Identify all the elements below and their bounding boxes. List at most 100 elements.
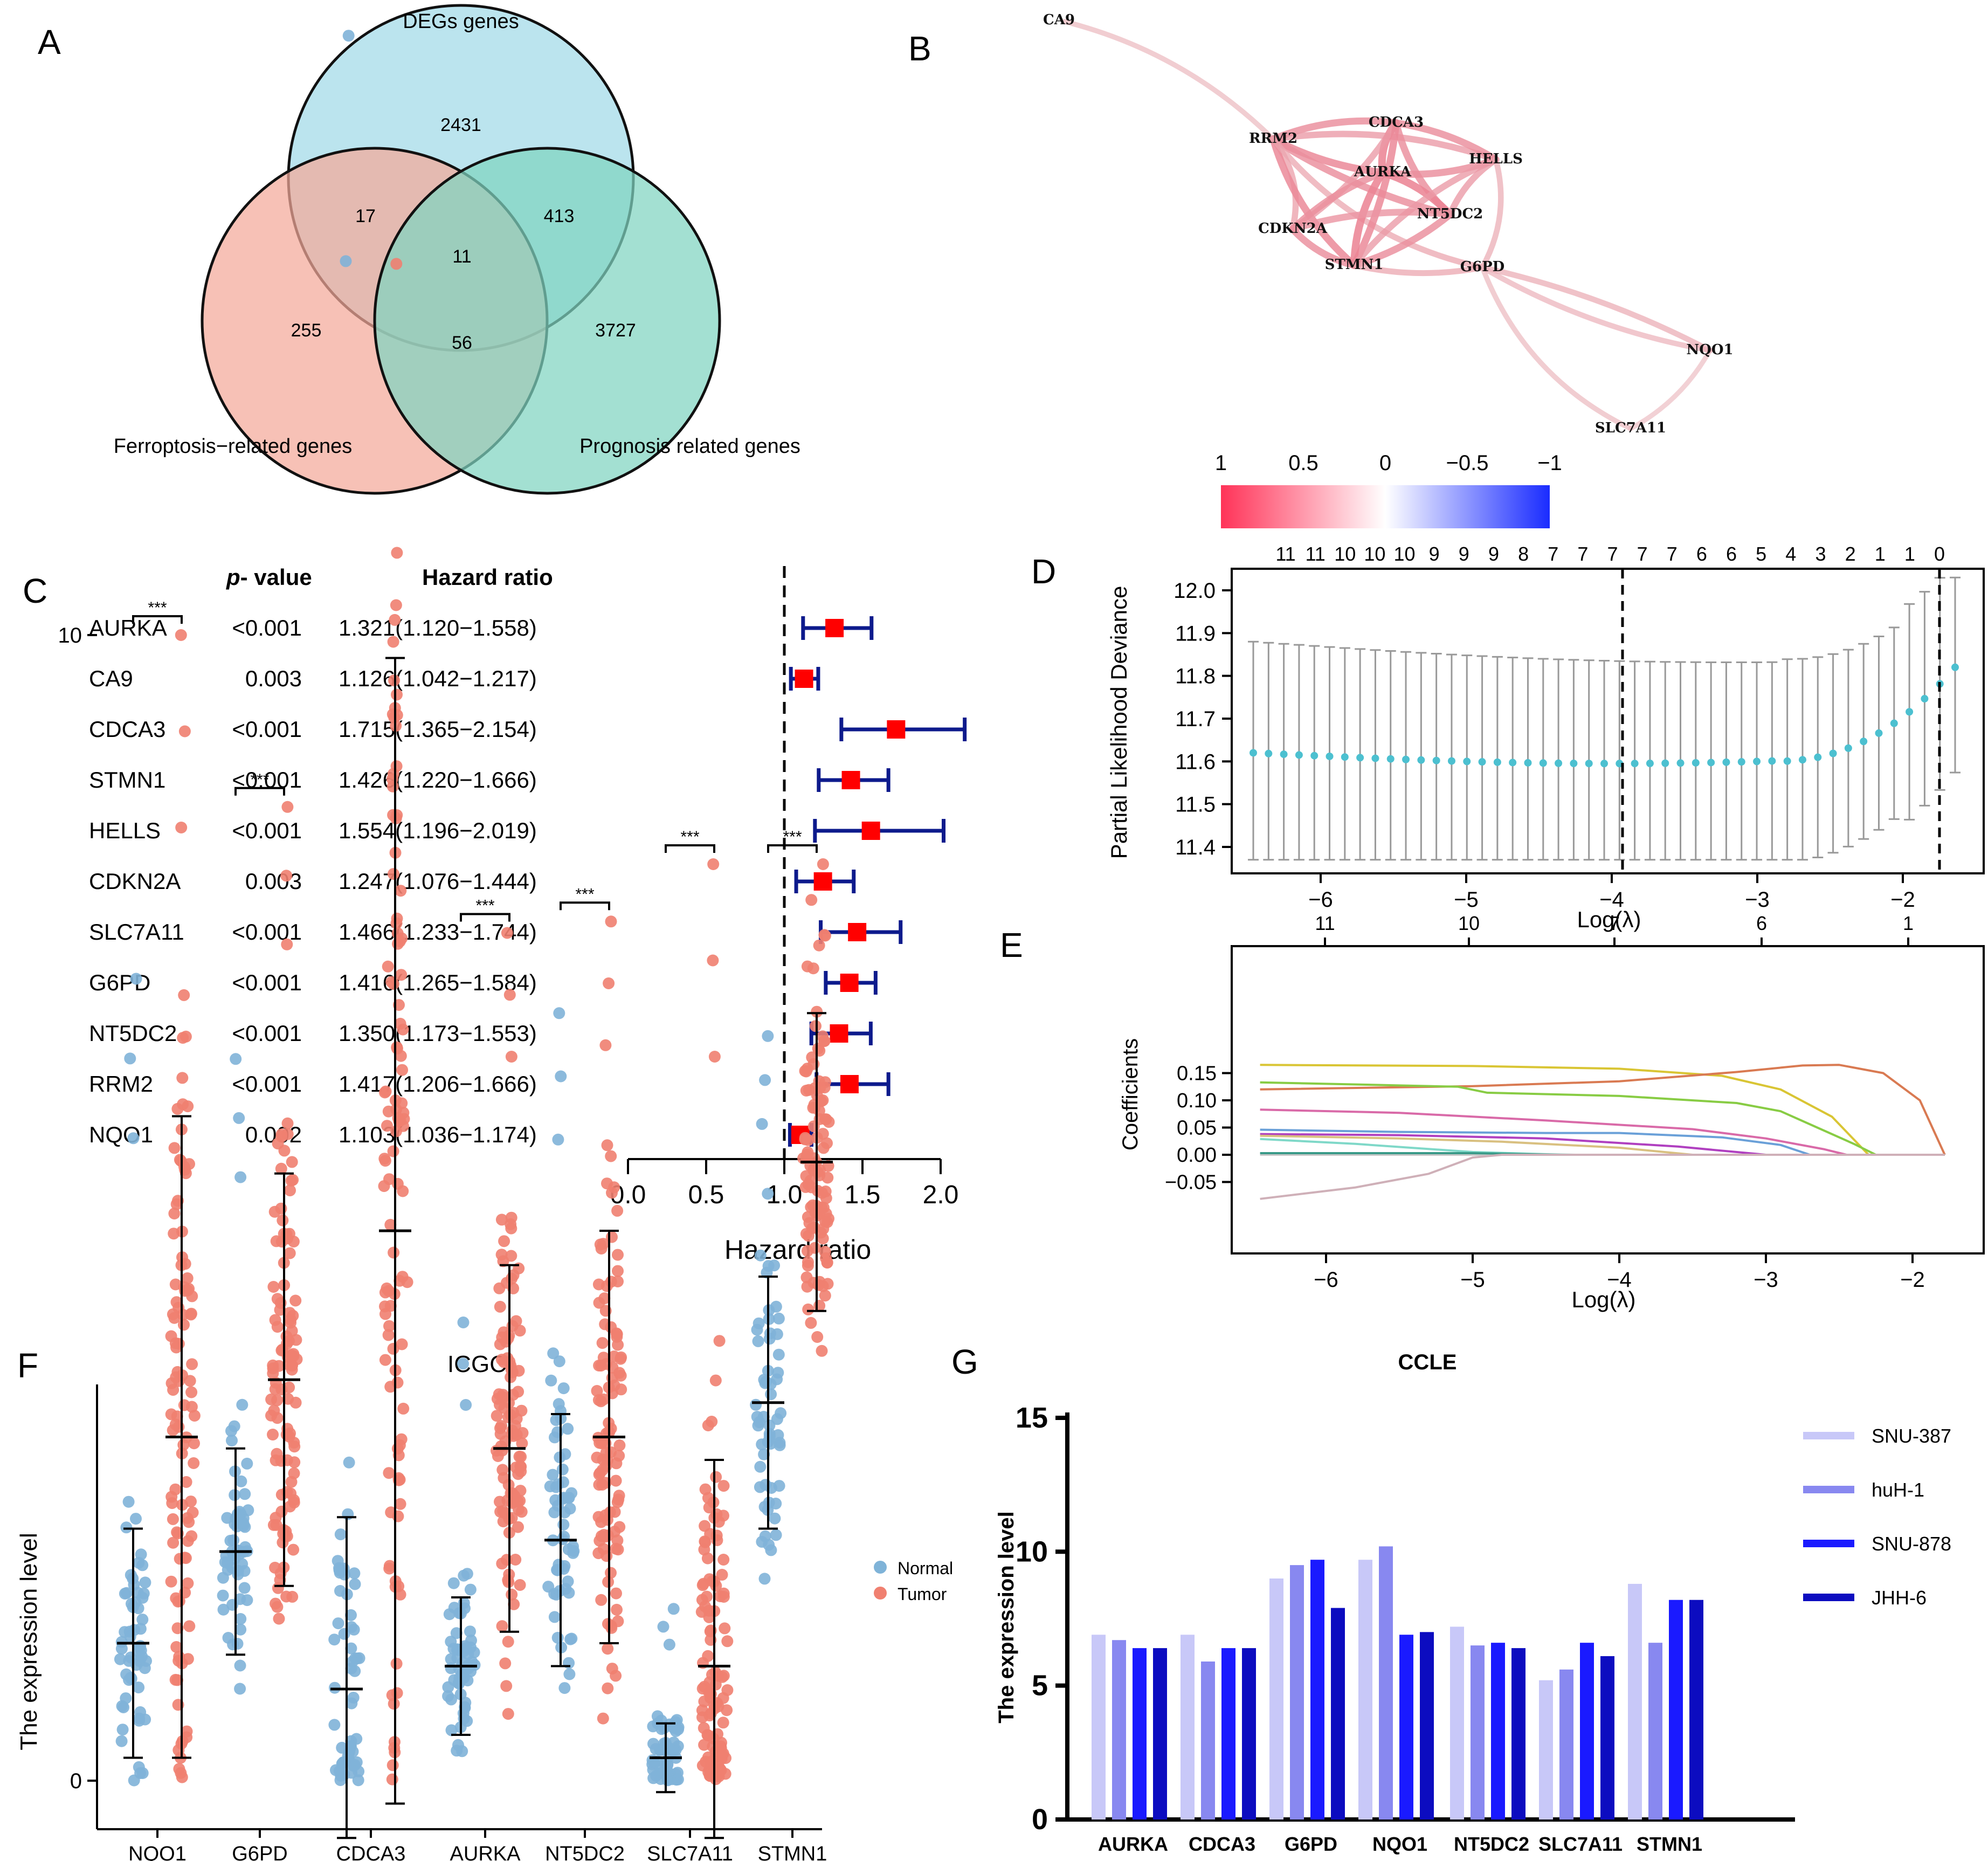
icgc-tumor-point xyxy=(178,725,191,737)
icgc-gene-label-aurka: AURKA xyxy=(450,1843,521,1861)
icgc-tumor-point xyxy=(281,1338,293,1350)
cv-y-tick-label: 12.0 xyxy=(1174,579,1216,603)
icgc-tumor-point xyxy=(390,1658,403,1670)
icgc-tumor-point xyxy=(389,614,401,626)
icgc-tumor-point xyxy=(703,1769,716,1782)
icgc-tumor-point xyxy=(267,1429,279,1440)
cv-point xyxy=(1753,757,1761,766)
forest-gene-aurka: AURKA xyxy=(89,615,167,640)
forest-hr-text: 1.350(1.173−1.553) xyxy=(339,1021,537,1046)
icgc-tumor-point xyxy=(168,1228,180,1240)
icgc-tumor-point xyxy=(707,1740,719,1753)
icgc-tumor-point xyxy=(709,1374,722,1387)
coef-x-tick-label: −5 xyxy=(1460,1268,1485,1292)
coef-x-tick-label: −4 xyxy=(1607,1268,1632,1292)
icgc-tumor-point xyxy=(610,1542,622,1555)
icgc-normal-point xyxy=(350,1756,363,1768)
icgc-tumor-point xyxy=(494,1422,506,1435)
cv-point xyxy=(1906,708,1914,716)
venn-count-ferro-prog: 56 xyxy=(452,333,472,353)
cv-point xyxy=(1463,757,1471,766)
icgc-normal-point xyxy=(563,1668,576,1680)
icgc-tumor-point xyxy=(287,1543,300,1556)
icgc-tumor-point xyxy=(386,1689,398,1701)
ccle-category-aurka: AURKA xyxy=(1098,1833,1168,1855)
icgc-tumor-point xyxy=(605,1446,617,1458)
icgc-normal-point xyxy=(328,1719,341,1731)
legend-normal-swatch xyxy=(874,1561,887,1574)
icgc-tumor-point xyxy=(512,1386,524,1398)
icgc-normal-point xyxy=(657,1621,669,1633)
panel-g-ccle: G CCLE 0 5 10 15 AURKA CDCA3 G6PD NQO1 NT5DC2 SLC… xyxy=(951,1342,1951,1855)
icgc-normal-point xyxy=(447,1577,460,1589)
icgc-normal-point xyxy=(217,1603,230,1616)
icgc-tumor-point xyxy=(498,1472,510,1484)
icgc-tumor-point xyxy=(713,1770,725,1783)
icgc-tumor-point xyxy=(388,868,399,880)
icgc-tumor-point xyxy=(817,1280,829,1292)
ccle-bar-snu-387 xyxy=(1269,1578,1283,1819)
icgc-tumor-point xyxy=(612,1249,624,1261)
icgc-tumor-point xyxy=(280,870,293,882)
network-node-nt5dc2: NT5DC2 xyxy=(1417,206,1483,222)
correlation-legend-ticks: 1 0.5 0 −0.5 −1 xyxy=(1215,451,1562,475)
icgc-normal-point xyxy=(763,1333,776,1345)
coef-y-tick-label: 0.05 xyxy=(1177,1117,1217,1140)
forest-pvalue: 0.003 xyxy=(245,666,302,691)
ccle-y-tick-label: 5 xyxy=(1032,1670,1048,1702)
icgc-tumor-point xyxy=(181,1725,193,1738)
icgc-tumor-point xyxy=(508,1598,520,1610)
cv-point xyxy=(1555,759,1563,767)
icgc-gene-label-cdca3: CDCA3 xyxy=(336,1843,406,1861)
icgc-normal-point xyxy=(230,1053,242,1065)
ccle-bar-snu-878 xyxy=(1310,1560,1324,1819)
forest-hr-text: 1.416(1.265−1.584) xyxy=(339,970,537,995)
icgc-normal-point xyxy=(241,1457,253,1470)
icgc-tumor-point xyxy=(378,1153,391,1165)
icgc-normal-point xyxy=(139,1576,151,1589)
icgc-normal-point xyxy=(115,1643,128,1655)
cv-y-tick-label: 11.7 xyxy=(1175,707,1216,731)
icgc-tumor-point xyxy=(818,1035,830,1047)
icgc-significance-bracket xyxy=(767,844,818,853)
cv-top-count: 1 xyxy=(1875,543,1886,565)
icgc-tumor-point xyxy=(275,1128,288,1141)
cv-point xyxy=(1661,759,1669,767)
cv-point xyxy=(1447,757,1455,765)
coef-y-tick-label: 0.00 xyxy=(1177,1144,1217,1167)
icgc-tumor-point xyxy=(383,1560,396,1572)
cv-point xyxy=(1478,758,1486,766)
icgc-significance-stars: *** xyxy=(680,828,699,846)
icgc-tumor-point xyxy=(289,1294,302,1307)
icgc-tumor-point xyxy=(395,885,407,897)
cv-point xyxy=(1524,759,1532,767)
cv-top-count: 6 xyxy=(1726,543,1737,565)
icgc-normal-point xyxy=(551,1631,564,1644)
cv-x-tick-label: −3 xyxy=(1745,888,1770,912)
icgc-tumor-point xyxy=(381,1282,393,1294)
icgc-normal-point xyxy=(342,1750,354,1762)
forest-hr-marker xyxy=(830,1024,848,1043)
cv-point xyxy=(1326,752,1334,760)
icgc-normal-point xyxy=(663,1638,675,1651)
network-edge-hells-g6pd xyxy=(1479,156,1504,271)
icgc-tumor-point xyxy=(188,1457,200,1469)
icgc-normal-point xyxy=(456,1745,468,1757)
cv-point xyxy=(1432,756,1440,764)
icgc-tumor-point xyxy=(822,1171,834,1184)
icgc-title: ICGC xyxy=(447,1351,507,1377)
icgc-tumor-point xyxy=(805,894,818,906)
icgc-tumor-point xyxy=(811,1005,823,1018)
icgc-tumor-point xyxy=(496,1444,508,1457)
icgc-significance-stars: *** xyxy=(250,771,269,789)
cv-point xyxy=(1798,756,1806,764)
ccle-legend-label: SNU-878 xyxy=(1872,1533,1951,1555)
icgc-tumor-point xyxy=(717,1717,729,1729)
icgc-tumor-point xyxy=(710,1471,722,1483)
forest-gene-rrm2: RRM2 xyxy=(89,1071,153,1097)
icgc-tumor-point xyxy=(397,1402,410,1415)
icgc-tumor-point xyxy=(498,1235,510,1247)
cv-top-count: 1 xyxy=(1904,543,1915,565)
icgc-tumor-point xyxy=(382,1105,395,1118)
icgc-gene-label-g6pd: G6PD xyxy=(232,1843,287,1861)
